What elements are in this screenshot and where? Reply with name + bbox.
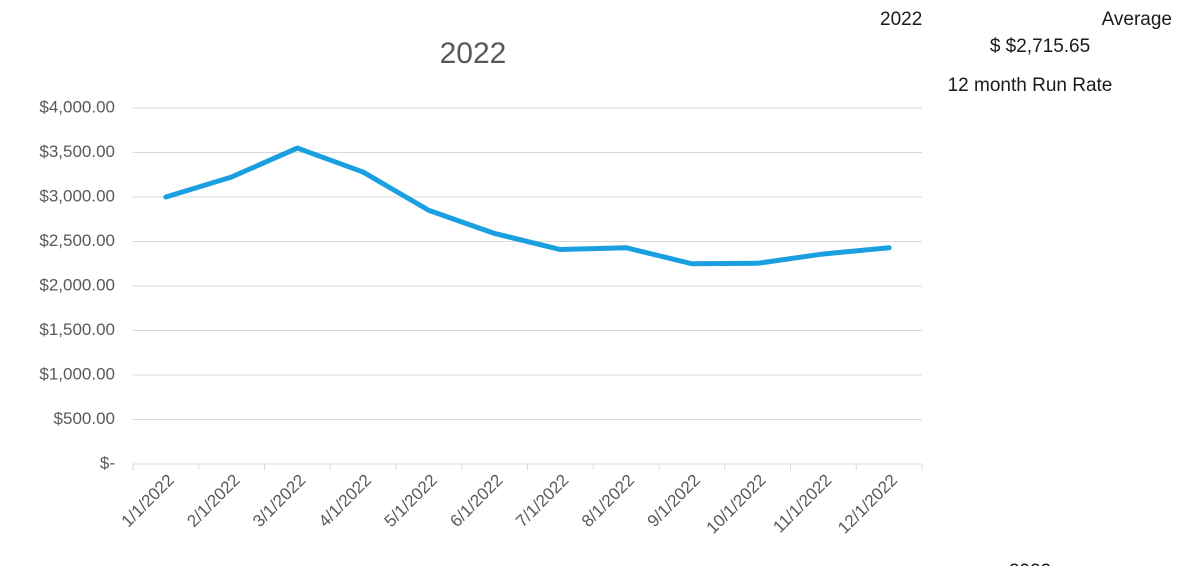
data-line <box>163 145 892 267</box>
x-tick-label: 12/1/2022 <box>834 471 901 538</box>
y-tick-label: $1,500.00 <box>39 320 115 339</box>
x-tick-label: 6/1/2022 <box>446 471 506 531</box>
x-tick-label: 4/1/2022 <box>315 471 375 531</box>
y-tick-label: $1,000.00 <box>39 364 115 383</box>
y-tick-label: $2,000.00 <box>39 275 115 294</box>
y-tick-label: $- <box>100 453 115 472</box>
y-tick-label: $3,500.00 <box>39 142 115 161</box>
x-tick-label: 1/1/2022 <box>118 471 178 531</box>
x-tick-label: 10/1/2022 <box>703 471 770 538</box>
chart-title: 2022 <box>440 37 507 70</box>
annotation: Average <box>1102 9 1172 30</box>
annotation: $ $2,715.65 <box>990 36 1090 57</box>
x-tick-label: 9/1/2022 <box>644 471 704 531</box>
x-tick-label: 5/1/2022 <box>381 471 441 531</box>
x-tick-label: 8/1/2022 <box>578 471 638 531</box>
annotation: 2022 <box>880 9 922 30</box>
x-tick-label: 11/1/2022 <box>769 471 835 537</box>
y-tick-label: $500.00 <box>54 409 115 428</box>
x-tick-label: 2/1/2022 <box>183 471 243 531</box>
x-tick-label: 7/1/2022 <box>512 471 572 531</box>
y-tick-label: $4,000.00 <box>39 97 115 116</box>
x-tick-label: 3/1/2022 <box>249 471 309 531</box>
y-tick-label: $2,500.00 <box>39 231 115 250</box>
y-tick-label: $3,000.00 <box>39 186 115 205</box>
annotation: 12 month Run Rate <box>948 75 1113 96</box>
annotation: 2022 <box>1009 561 1051 566</box>
